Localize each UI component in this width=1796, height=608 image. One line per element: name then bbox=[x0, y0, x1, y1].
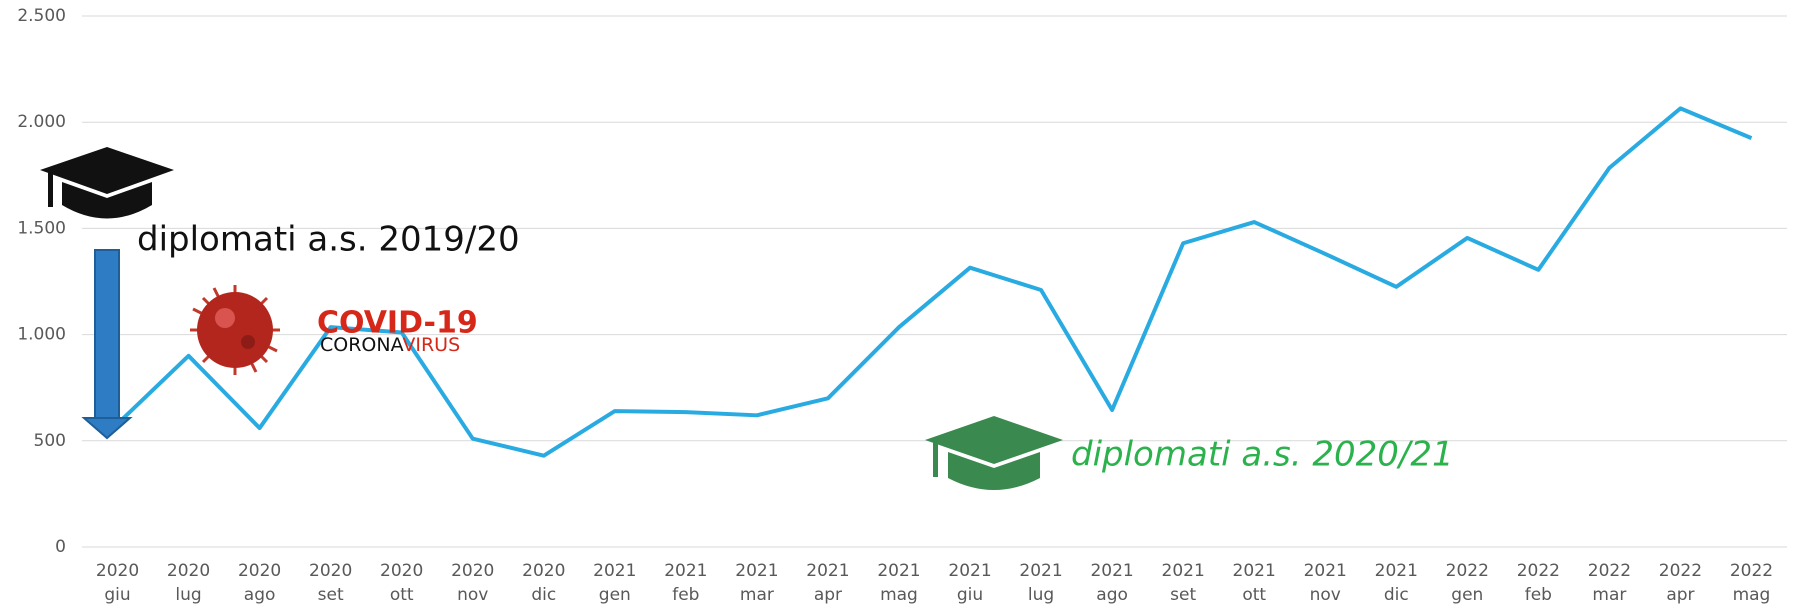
x-tick-label: nov bbox=[1310, 585, 1341, 605]
x-tick-label: mag bbox=[1733, 585, 1771, 605]
x-tick-label: 2020 bbox=[309, 561, 352, 581]
x-tick-label: ott bbox=[1242, 585, 1266, 605]
annotation: CORONAVIRUS bbox=[320, 334, 460, 356]
annotation-part: CORONA bbox=[320, 334, 404, 356]
y-tick-label: 2.000 bbox=[17, 112, 66, 132]
x-tick-label: nov bbox=[457, 585, 488, 605]
graduation-cap-icon bbox=[925, 416, 1063, 490]
graduation-cap-icon bbox=[40, 147, 174, 219]
x-tick-label: 2021 bbox=[1090, 561, 1133, 581]
x-tick-label: giu bbox=[104, 585, 130, 605]
x-tick-label: dic bbox=[1384, 585, 1409, 605]
x-tick-label: 2022 bbox=[1517, 561, 1560, 581]
x-tick-label: 2020 bbox=[96, 561, 139, 581]
x-tick-label: lug bbox=[1028, 585, 1054, 605]
y-tick-label: 2.500 bbox=[17, 6, 66, 26]
y-tick-label: 0 bbox=[55, 537, 66, 557]
x-tick-label: 2021 bbox=[806, 561, 849, 581]
x-tick-label: mar bbox=[740, 585, 774, 605]
x-tick-label: gen bbox=[1451, 585, 1483, 605]
x-tick-label: 2020 bbox=[380, 561, 423, 581]
x-tick-label: dic bbox=[531, 585, 556, 605]
x-tick-label: set bbox=[1170, 585, 1196, 605]
x-tick-label: 2021 bbox=[1019, 561, 1062, 581]
x-tick-label: mar bbox=[1592, 585, 1626, 605]
x-tick-label: 2020 bbox=[238, 561, 281, 581]
x-tick-label: ott bbox=[390, 585, 414, 605]
y-tick-label: 1.000 bbox=[17, 325, 66, 345]
x-tick-label: 2020 bbox=[451, 561, 494, 581]
x-tick-label: mag bbox=[880, 585, 918, 605]
x-tick-label: 2021 bbox=[735, 561, 778, 581]
x-tick-label: 2020 bbox=[522, 561, 565, 581]
x-tick-label: 2021 bbox=[664, 561, 707, 581]
x-tick-label: 2022 bbox=[1659, 561, 1702, 581]
x-tick-label: gen bbox=[599, 585, 631, 605]
x-tick-label: ago bbox=[1096, 585, 1128, 605]
chart: 0 500 1.000 1.500 2.000 2.500 2020 giu 2020 lug 20… bbox=[0, 0, 1796, 608]
x-tick-label: feb bbox=[672, 585, 699, 605]
x-tick-label: 2022 bbox=[1588, 561, 1631, 581]
x-tick-label: set bbox=[318, 585, 344, 605]
x-tick-label: 2021 bbox=[593, 561, 636, 581]
x-tick-label: lug bbox=[175, 585, 201, 605]
x-tick-label: 2021 bbox=[1304, 561, 1347, 581]
annotation-part: VIRUS bbox=[402, 334, 460, 356]
down-arrow bbox=[84, 250, 130, 438]
x-tick-label: apr bbox=[814, 585, 842, 605]
x-tick-label: ago bbox=[244, 585, 276, 605]
annotation: diplomati a.s. 2020/21 bbox=[1071, 435, 1454, 475]
x-tick-label: giu bbox=[957, 585, 983, 605]
x-tick-label: 2021 bbox=[1162, 561, 1205, 581]
plot-area: 0 500 1.000 1.500 2.000 2.500 2020 giu 2020 lug 20… bbox=[17, 6, 1787, 605]
x-tick-label: 2021 bbox=[1375, 561, 1418, 581]
x-tick-label: 2022 bbox=[1730, 561, 1773, 581]
x-tick-label: 2021 bbox=[877, 561, 920, 581]
x-tick-label: 2022 bbox=[1446, 561, 1489, 581]
x-tick-label: 2021 bbox=[1233, 561, 1276, 581]
data-line bbox=[118, 108, 1752, 455]
x-tick-label: 2021 bbox=[948, 561, 991, 581]
y-tick-label: 1.500 bbox=[17, 218, 66, 238]
x-tick-label: apr bbox=[1666, 585, 1694, 605]
virus-icon bbox=[190, 285, 280, 375]
x-tick-label: 2020 bbox=[167, 561, 210, 581]
x-tick-label: feb bbox=[1525, 585, 1552, 605]
y-tick-label: 500 bbox=[34, 431, 66, 451]
annotation: diplomati a.s. 2019/20 bbox=[137, 220, 520, 260]
